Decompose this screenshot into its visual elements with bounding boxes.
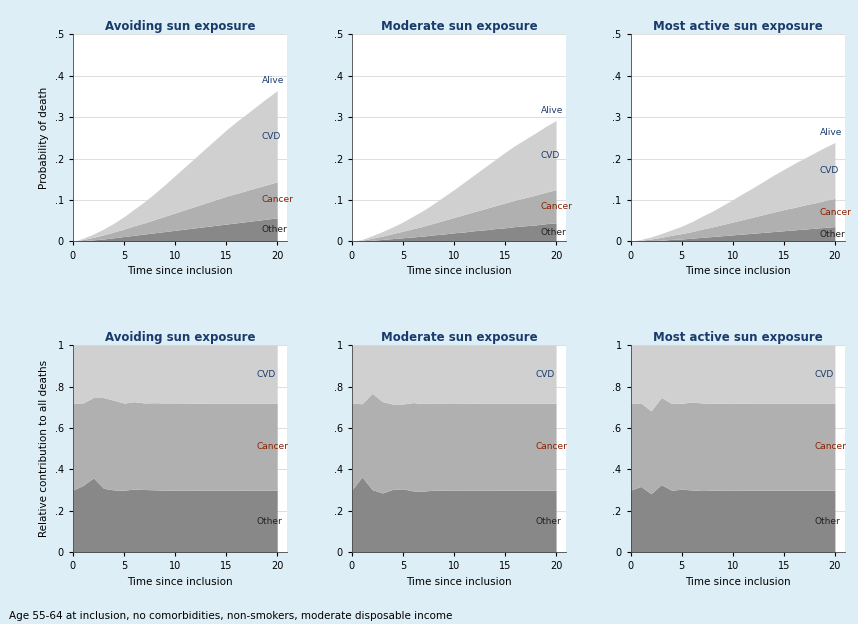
Text: CVD: CVD bbox=[257, 369, 276, 379]
Text: Alive: Alive bbox=[262, 76, 284, 85]
Text: CVD: CVD bbox=[262, 132, 281, 141]
Text: Cancer: Cancer bbox=[814, 442, 846, 451]
Text: Other: Other bbox=[814, 517, 840, 525]
Title: Most active sun exposure: Most active sun exposure bbox=[653, 331, 823, 344]
Text: CVD: CVD bbox=[819, 166, 839, 175]
X-axis label: Time since inclusion: Time since inclusion bbox=[127, 577, 233, 587]
Text: Alive: Alive bbox=[819, 127, 842, 137]
Text: Other: Other bbox=[541, 228, 566, 236]
Text: Cancer: Cancer bbox=[819, 208, 851, 217]
X-axis label: Time since inclusion: Time since inclusion bbox=[685, 266, 791, 276]
Title: Moderate sun exposure: Moderate sun exposure bbox=[381, 20, 537, 33]
Text: Other: Other bbox=[262, 225, 287, 234]
X-axis label: Time since inclusion: Time since inclusion bbox=[406, 266, 512, 276]
Text: Cancer: Cancer bbox=[262, 195, 293, 204]
X-axis label: Time since inclusion: Time since inclusion bbox=[685, 577, 791, 587]
X-axis label: Time since inclusion: Time since inclusion bbox=[406, 577, 512, 587]
Y-axis label: Probability of death: Probability of death bbox=[39, 87, 49, 189]
Text: Age 55-64 at inclusion, no comorbidities, non-smokers, moderate disposable incom: Age 55-64 at inclusion, no comorbidities… bbox=[9, 611, 452, 621]
Title: Avoiding sun exposure: Avoiding sun exposure bbox=[105, 331, 256, 344]
Text: CVD: CVD bbox=[541, 150, 560, 160]
Text: Other: Other bbox=[257, 517, 282, 525]
X-axis label: Time since inclusion: Time since inclusion bbox=[127, 266, 233, 276]
Title: Moderate sun exposure: Moderate sun exposure bbox=[381, 331, 537, 344]
Text: Cancer: Cancer bbox=[535, 442, 567, 451]
Text: Cancer: Cancer bbox=[257, 442, 288, 451]
Text: Alive: Alive bbox=[541, 105, 563, 115]
Text: CVD: CVD bbox=[535, 369, 555, 379]
Title: Avoiding sun exposure: Avoiding sun exposure bbox=[105, 20, 256, 33]
Text: Other: Other bbox=[535, 517, 561, 525]
Title: Most active sun exposure: Most active sun exposure bbox=[653, 20, 823, 33]
Text: CVD: CVD bbox=[814, 369, 834, 379]
Y-axis label: Relative contribution to all deaths: Relative contribution to all deaths bbox=[39, 360, 49, 537]
Text: Cancer: Cancer bbox=[541, 202, 572, 211]
Text: Other: Other bbox=[819, 230, 845, 238]
